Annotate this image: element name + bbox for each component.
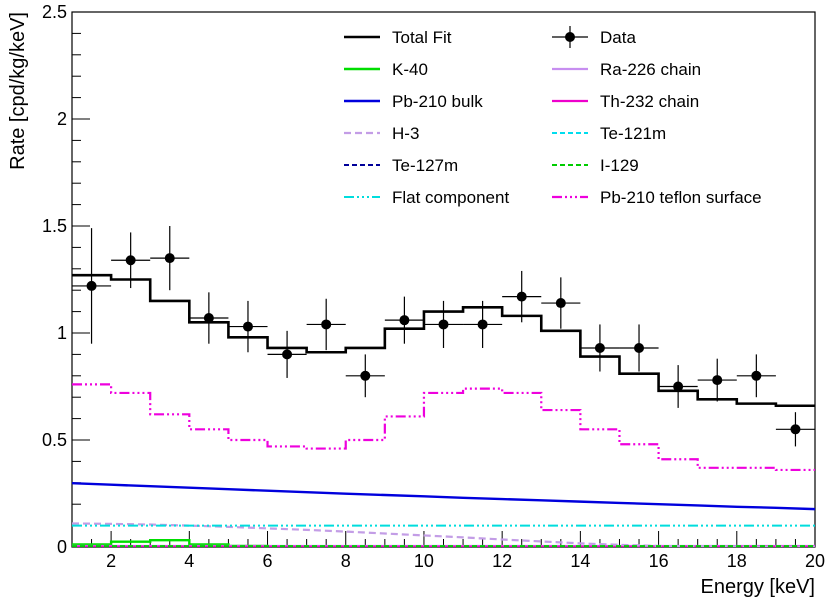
y-tick-label: 0 — [57, 537, 67, 557]
data-point — [86, 280, 97, 291]
legend-label: Pb-210 teflon surface — [600, 188, 762, 207]
x-tick-label: 6 — [263, 551, 273, 571]
x-tick-label: 12 — [492, 551, 512, 571]
x-tick-label: 14 — [570, 551, 590, 571]
legend-label: Th-232 chain — [600, 92, 699, 111]
legend-label: Total Fit — [392, 28, 452, 47]
data-point — [282, 349, 293, 360]
data-point — [594, 342, 605, 353]
y-tick-label: 1 — [57, 323, 67, 343]
legend-label: K-40 — [392, 60, 428, 79]
legend-marker-data — [565, 32, 575, 42]
legend-label: Data — [600, 28, 636, 47]
data-point — [673, 381, 684, 392]
y-tick-label: 2 — [57, 109, 67, 129]
legend-label: Te-127m — [392, 156, 458, 175]
data-point — [751, 370, 762, 381]
x-tick-label: 16 — [649, 551, 669, 571]
series-pb-210-teflon-surface — [72, 383, 815, 472]
data-point — [634, 342, 645, 353]
data-point — [790, 424, 801, 435]
data-point — [555, 298, 566, 309]
legend-label: Ra-226 chain — [600, 60, 701, 79]
x-tick-label: 10 — [414, 551, 434, 571]
y-tick-label: 0.5 — [42, 430, 67, 450]
data-point — [438, 319, 449, 330]
x-tick-label: 18 — [727, 551, 747, 571]
data-point — [360, 370, 371, 381]
data-point — [164, 253, 175, 264]
data-point — [242, 321, 253, 332]
y-tick-label: 2.5 — [42, 2, 67, 22]
legend-label: Te-121m — [600, 124, 666, 143]
legend-label: H-3 — [392, 124, 419, 143]
series-pb-210-bulk — [72, 482, 815, 511]
data-point — [477, 319, 488, 330]
x-tick-label: 20 — [805, 551, 825, 571]
y-axis-label: Rate [cpd/kg/keV] — [7, 12, 29, 170]
data-point — [321, 319, 332, 330]
data-point — [399, 315, 410, 326]
data-point — [516, 291, 527, 302]
legend-label: I-129 — [600, 156, 639, 175]
x-tick-label: 4 — [184, 551, 194, 571]
legend-label: Flat component — [392, 188, 509, 207]
data-point — [125, 255, 136, 266]
x-tick-label: 8 — [341, 551, 351, 571]
y-tick-label: 1.5 — [42, 216, 67, 236]
data-point — [203, 313, 214, 324]
data-point — [712, 375, 723, 386]
x-tick-label: 2 — [106, 551, 116, 571]
x-axis-label: Energy [keV] — [700, 576, 815, 598]
legend-label: Pb-210 bulk — [392, 92, 483, 111]
